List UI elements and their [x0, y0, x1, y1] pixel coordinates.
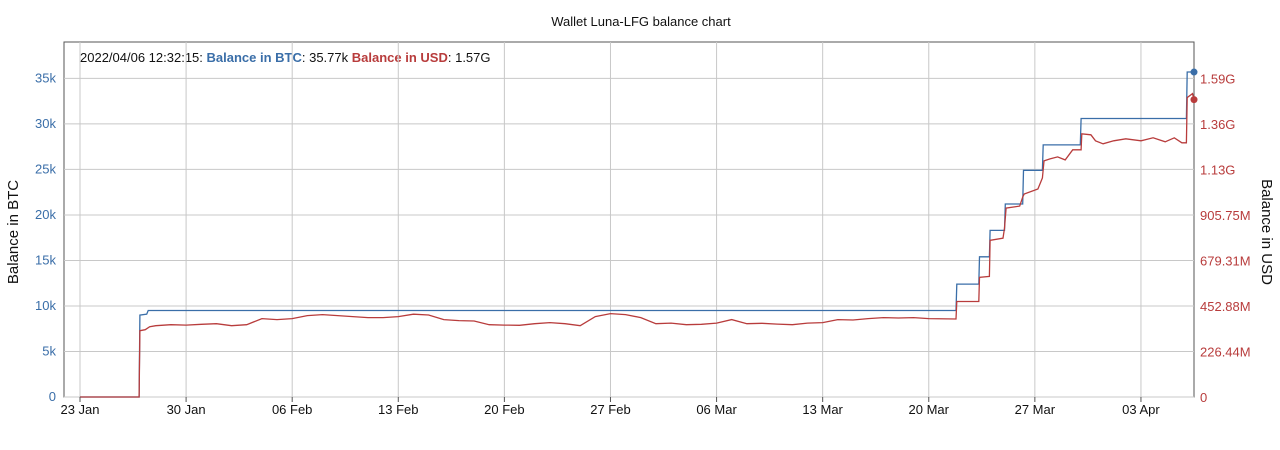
axis-ticks: 0 5k 10k 15k 20k 25k 30k 35k 0 226.44M 452.88M 679.…: [35, 70, 1251, 417]
y-right-tick-label: 679.31M: [1200, 253, 1251, 268]
x-tick-label: 03 Apr: [1122, 402, 1160, 417]
y-right-tick-label: 0: [1200, 390, 1207, 405]
series-line-usd: [80, 92, 1195, 398]
legend-timestamp: 2022/04/06 12:32:15:: [80, 50, 203, 65]
series-line-btc: [80, 71, 1194, 398]
x-tick-label: 27 Feb: [590, 402, 630, 417]
x-tick-label: 06 Feb: [272, 402, 312, 417]
y-left-tick-label: 10k: [35, 298, 56, 313]
y-left-tick-label: 0: [49, 389, 56, 404]
y-left-tick-label: 20k: [35, 207, 56, 222]
y-right-tick-label: 452.88M: [1200, 299, 1251, 314]
y-right-axis-title: Balance in USD: [1258, 179, 1275, 285]
y-right-tick-label: 1.59G: [1200, 71, 1235, 86]
y-left-tick-label: 25k: [35, 161, 56, 176]
series-endpoint-usd: [1190, 96, 1198, 104]
x-tick-label: 06 Mar: [696, 402, 737, 417]
legend-series-usd-label: Balance in USD: [351, 50, 448, 65]
chart-grid: [63, 41, 1195, 398]
y-left-tick-label: 15k: [35, 252, 56, 267]
y-right-tick-label: 1.13G: [1200, 162, 1235, 177]
y-left-tick-label: 5k: [42, 343, 56, 358]
chart-legend: 2022/04/06 12:32:15: Balance in BTC: 35.…: [80, 50, 491, 65]
chart-title: Wallet Luna-LFG balance chart: [551, 14, 731, 29]
series-endpoint-btc: [1190, 68, 1198, 76]
x-tick-label: 30 Jan: [167, 402, 206, 417]
y-right-tick-label: 226.44M: [1200, 344, 1251, 359]
x-tick-label: 20 Mar: [909, 402, 950, 417]
series-layer: [80, 68, 1198, 398]
y-right-tick-label: 905.75M: [1200, 208, 1251, 223]
legend-series-usd-value: : 1.57G: [447, 50, 491, 65]
y-left-tick-label: 30k: [35, 116, 56, 131]
legend-series-btc-label: Balance in BTC: [206, 50, 302, 65]
x-tick-label: 23 Jan: [60, 402, 99, 417]
y-left-tick-label: 35k: [35, 70, 56, 85]
y-right-tick-label: 1.36G: [1200, 117, 1235, 132]
x-tick-label: 13 Feb: [378, 402, 418, 417]
x-tick-label: 13 Mar: [802, 402, 843, 417]
legend-series-btc-value: : 35.77k: [301, 50, 349, 65]
y-left-axis-title: Balance in BTC: [5, 180, 22, 284]
x-tick-label: 27 Mar: [1015, 402, 1056, 417]
plot-border: [63, 41, 1195, 398]
x-tick-label: 20 Feb: [484, 402, 524, 417]
